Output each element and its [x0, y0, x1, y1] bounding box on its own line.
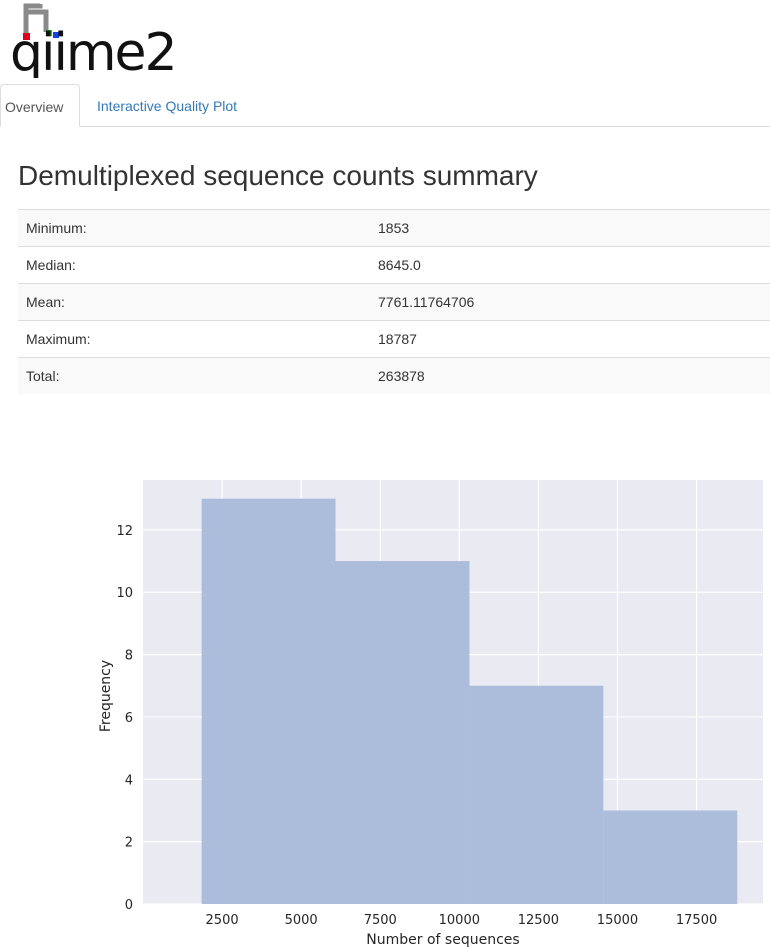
table-row: Mean: 7761.11764706 — [18, 283, 770, 321]
x-tick-label: 7500 — [364, 913, 397, 928]
row-label: Maximum: — [18, 320, 370, 358]
summary-table: Minimum: 1853 Median: 8645.0 Mean: 7761.… — [18, 209, 770, 394]
row-value: 7761.11764706 — [370, 283, 770, 321]
row-value: 1853 — [370, 209, 770, 247]
row-value: 18787 — [370, 320, 770, 358]
x-tick-label: 15000 — [597, 913, 638, 928]
y-tick-label: 8 — [125, 649, 133, 664]
row-value: 263878 — [370, 357, 770, 394]
histogram-bar — [335, 561, 470, 904]
row-label: Mean: — [18, 283, 370, 321]
x-tick-label: 5000 — [285, 913, 318, 928]
qiime2-logo: qiime2 — [10, 3, 178, 78]
y-tick-label: 0 — [125, 898, 133, 913]
histogram-chart: 2500 5000 7500 10000 12500 15000 17500 0 2 4 6 8 10 1… — [98, 480, 763, 948]
y-tick-label: 4 — [125, 773, 133, 788]
logo-text: qiime2 — [10, 23, 176, 78]
row-value: 8645.0 — [370, 246, 770, 284]
x-tick-label: 17500 — [676, 913, 717, 928]
histogram-bar — [201, 498, 336, 904]
tab-bar: Overview Interactive Quality Plot — [0, 84, 770, 127]
y-axis-label: Frequency — [98, 660, 114, 732]
logo-blue-dot — [53, 32, 59, 38]
row-label: Median: — [18, 246, 370, 284]
logo-green-dot — [46, 30, 52, 36]
tab-interactive-quality-plot[interactable]: Interactive Quality Plot — [97, 98, 238, 114]
logo-red-dot — [23, 33, 30, 40]
table-row: Total: 263878 — [18, 357, 770, 394]
x-tick-label: 10000 — [439, 913, 480, 928]
x-tick-label: 2500 — [206, 913, 239, 928]
histogram-bar — [469, 685, 604, 904]
page-title: Demultiplexed sequence counts summary — [18, 160, 538, 191]
y-tick-label: 6 — [125, 711, 133, 726]
y-tick-label: 12 — [116, 524, 133, 539]
y-tick-label: 2 — [125, 836, 133, 851]
table-row: Median: 8645.0 — [18, 246, 770, 284]
y-tick-label: 10 — [116, 586, 133, 601]
table-row: Maximum: 18787 — [18, 320, 770, 358]
table-row: Minimum: 1853 — [18, 209, 770, 247]
x-axis-label: Number of sequences — [366, 932, 519, 948]
histogram-bar — [603, 810, 738, 904]
x-tick-label: 12500 — [518, 913, 559, 928]
tab-overview[interactable]: Overview — [0, 84, 80, 127]
logo-branch — [23, 3, 49, 38]
row-label: Minimum: — [18, 209, 370, 247]
row-label: Total: — [18, 357, 370, 394]
